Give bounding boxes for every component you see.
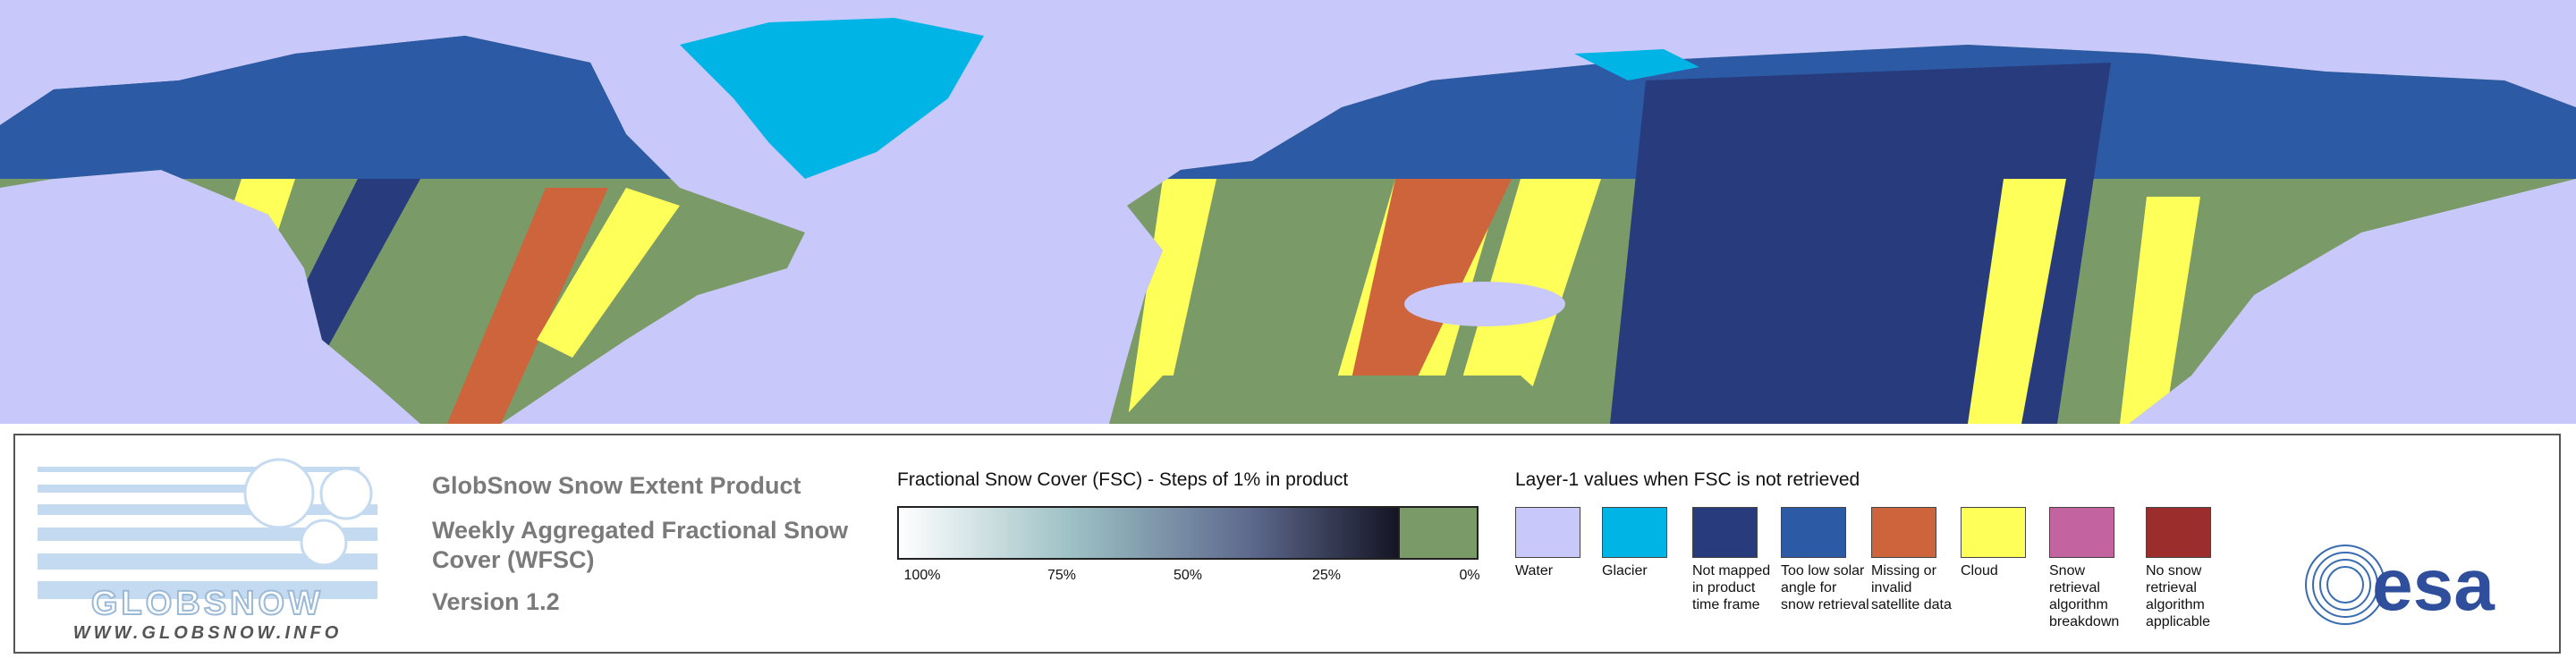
colorbar-tick: 75% (1046, 568, 1077, 583)
greenland (680, 18, 984, 179)
colorbar-tick: 0% (1459, 568, 1480, 583)
legend-swatch (1871, 507, 1936, 558)
legend-label: Not mapped in product time frame (1692, 563, 1771, 612)
legend-label: Water (1515, 563, 1554, 578)
legend-swatch (2146, 507, 2211, 558)
logo-url: WWW.GLOBSNOW.INFO (73, 623, 343, 643)
legend-swatch (1961, 507, 2026, 558)
legend-swatch (1692, 507, 1758, 558)
logo-name: GLOBSNOW (91, 585, 324, 622)
colorbar-tick: 25% (1311, 568, 1342, 583)
mediterranean (1404, 282, 1565, 326)
globsnow-logo: GLOBSNOW WWW.GLOBSNOW.INFO (38, 458, 377, 643)
legend-swatch (2049, 507, 2114, 558)
svalbard (1574, 49, 1699, 80)
colorbar-title: Fractional Snow Cover (FSC) - Steps of 1… (897, 469, 1349, 490)
legend-label: Missing or invalid satellite data (1871, 563, 1952, 612)
legend-label: No snow retrieval algorithm applicable (2146, 563, 2211, 629)
layer1-title: Layer-1 values when FSC is not retrieved (1515, 469, 1860, 490)
africa (1118, 376, 1574, 424)
product-version: Version 1.2 (432, 588, 560, 615)
legend-panel: GLOBSNOW WWW.GLOBSNOW.INFO GlobSnow Snow… (13, 434, 2561, 654)
colorbar (897, 506, 1479, 560)
product-subtitle: Weekly Aggregated Fractional Snow Cover … (432, 517, 849, 573)
esa-logo: esa (2305, 545, 2496, 626)
product-title: GlobSnow Snow Extent Product (432, 472, 801, 499)
agency: esa (2372, 545, 2496, 626)
legend-label: Too low solar angle for snow retrieval (1781, 563, 1869, 612)
legend-swatch (1602, 507, 1667, 558)
legend-swatch (1781, 507, 1846, 558)
legend-swatch (1515, 507, 1580, 558)
snow-map (0, 0, 2576, 424)
legend-label: Glacier (1602, 563, 1648, 578)
colorbar-tick: 100% (903, 568, 941, 583)
legend-label: Snow retrieval algorithm breakdown (2049, 563, 2120, 629)
legend-label: Cloud (1961, 563, 1998, 578)
colorbar-tick: 50% (1173, 568, 1203, 583)
